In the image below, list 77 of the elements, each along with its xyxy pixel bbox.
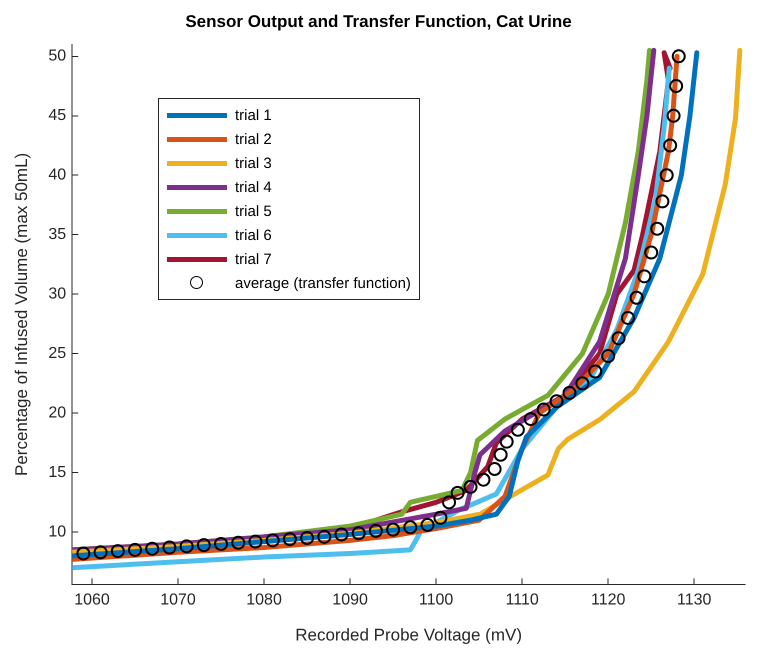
x-tick-label: 1120	[591, 591, 626, 608]
y-tick-label: 50	[48, 48, 66, 65]
point	[464, 480, 478, 494]
point	[488, 462, 502, 476]
point	[266, 533, 280, 548]
point	[162, 540, 176, 555]
point	[450, 486, 465, 500]
point	[620, 310, 635, 325]
x-tick-label: 1090	[332, 591, 368, 608]
legend-label: trial 4	[235, 178, 272, 196]
y-tick-label: 40	[48, 166, 66, 184]
point	[214, 536, 228, 551]
point	[666, 108, 681, 123]
point	[352, 526, 366, 540]
point	[562, 386, 576, 400]
legend-label: trial 2	[235, 130, 272, 148]
point	[433, 510, 448, 525]
x-tick-label: 1060	[74, 591, 110, 608]
point	[420, 518, 435, 532]
point	[300, 531, 314, 546]
y-axis-title: Percentage of Infused Volume (max 50mL)	[12, 152, 31, 476]
point	[442, 495, 456, 510]
point	[282, 532, 297, 546]
point	[524, 412, 538, 426]
x-tick-label: 1080	[246, 591, 282, 608]
x-axis-title: Recorded Probe Voltage (mV)	[295, 625, 522, 644]
legend-label: trial 5	[235, 202, 272, 220]
point	[672, 49, 686, 64]
y-tick-label: 20	[48, 404, 66, 422]
point	[601, 349, 616, 364]
point	[368, 524, 383, 538]
point	[575, 376, 590, 390]
point	[550, 394, 564, 408]
point	[317, 530, 332, 544]
point	[650, 222, 664, 236]
y-tick-label: 25	[48, 345, 66, 362]
point	[588, 364, 602, 378]
point	[630, 290, 644, 305]
legend-label: trial 1	[235, 106, 272, 124]
point	[663, 138, 678, 152]
y-tick-label: 10	[48, 523, 66, 540]
point	[669, 79, 684, 94]
y-tick-label: 30	[48, 286, 66, 303]
legend-label: trial 3	[235, 154, 272, 172]
x-tick-label: 1110	[506, 591, 539, 608]
point	[76, 546, 90, 560]
y-tick-label: 15	[48, 464, 66, 481]
y-tick-label: 45	[48, 107, 66, 124]
point	[128, 542, 142, 557]
point	[403, 520, 418, 534]
point	[145, 542, 160, 556]
point	[612, 331, 626, 346]
point	[180, 539, 194, 554]
point	[500, 434, 514, 449]
point	[655, 194, 670, 208]
point	[334, 527, 348, 542]
x-tick-label: 1100	[418, 591, 454, 608]
legend-label: trial 6	[235, 226, 272, 244]
point	[637, 269, 652, 284]
x-tick-label: 1130	[677, 591, 712, 608]
legend-label: average (transfer function)	[235, 274, 411, 292]
point	[644, 246, 658, 260]
point	[94, 545, 108, 560]
point	[248, 534, 262, 549]
point	[494, 448, 508, 462]
point	[196, 538, 211, 552]
point	[231, 536, 246, 550]
point	[510, 422, 525, 437]
point	[660, 168, 674, 182]
chart-title: Sensor Output and Transfer Function, Cat Urine	[185, 12, 572, 31]
point	[110, 544, 125, 558]
point	[476, 472, 490, 487]
point	[386, 522, 400, 537]
legend-label: trial 7	[235, 250, 272, 268]
point	[536, 402, 551, 417]
x-tick-label: 1070	[160, 591, 196, 608]
y-tick-label: 35	[48, 226, 66, 244]
